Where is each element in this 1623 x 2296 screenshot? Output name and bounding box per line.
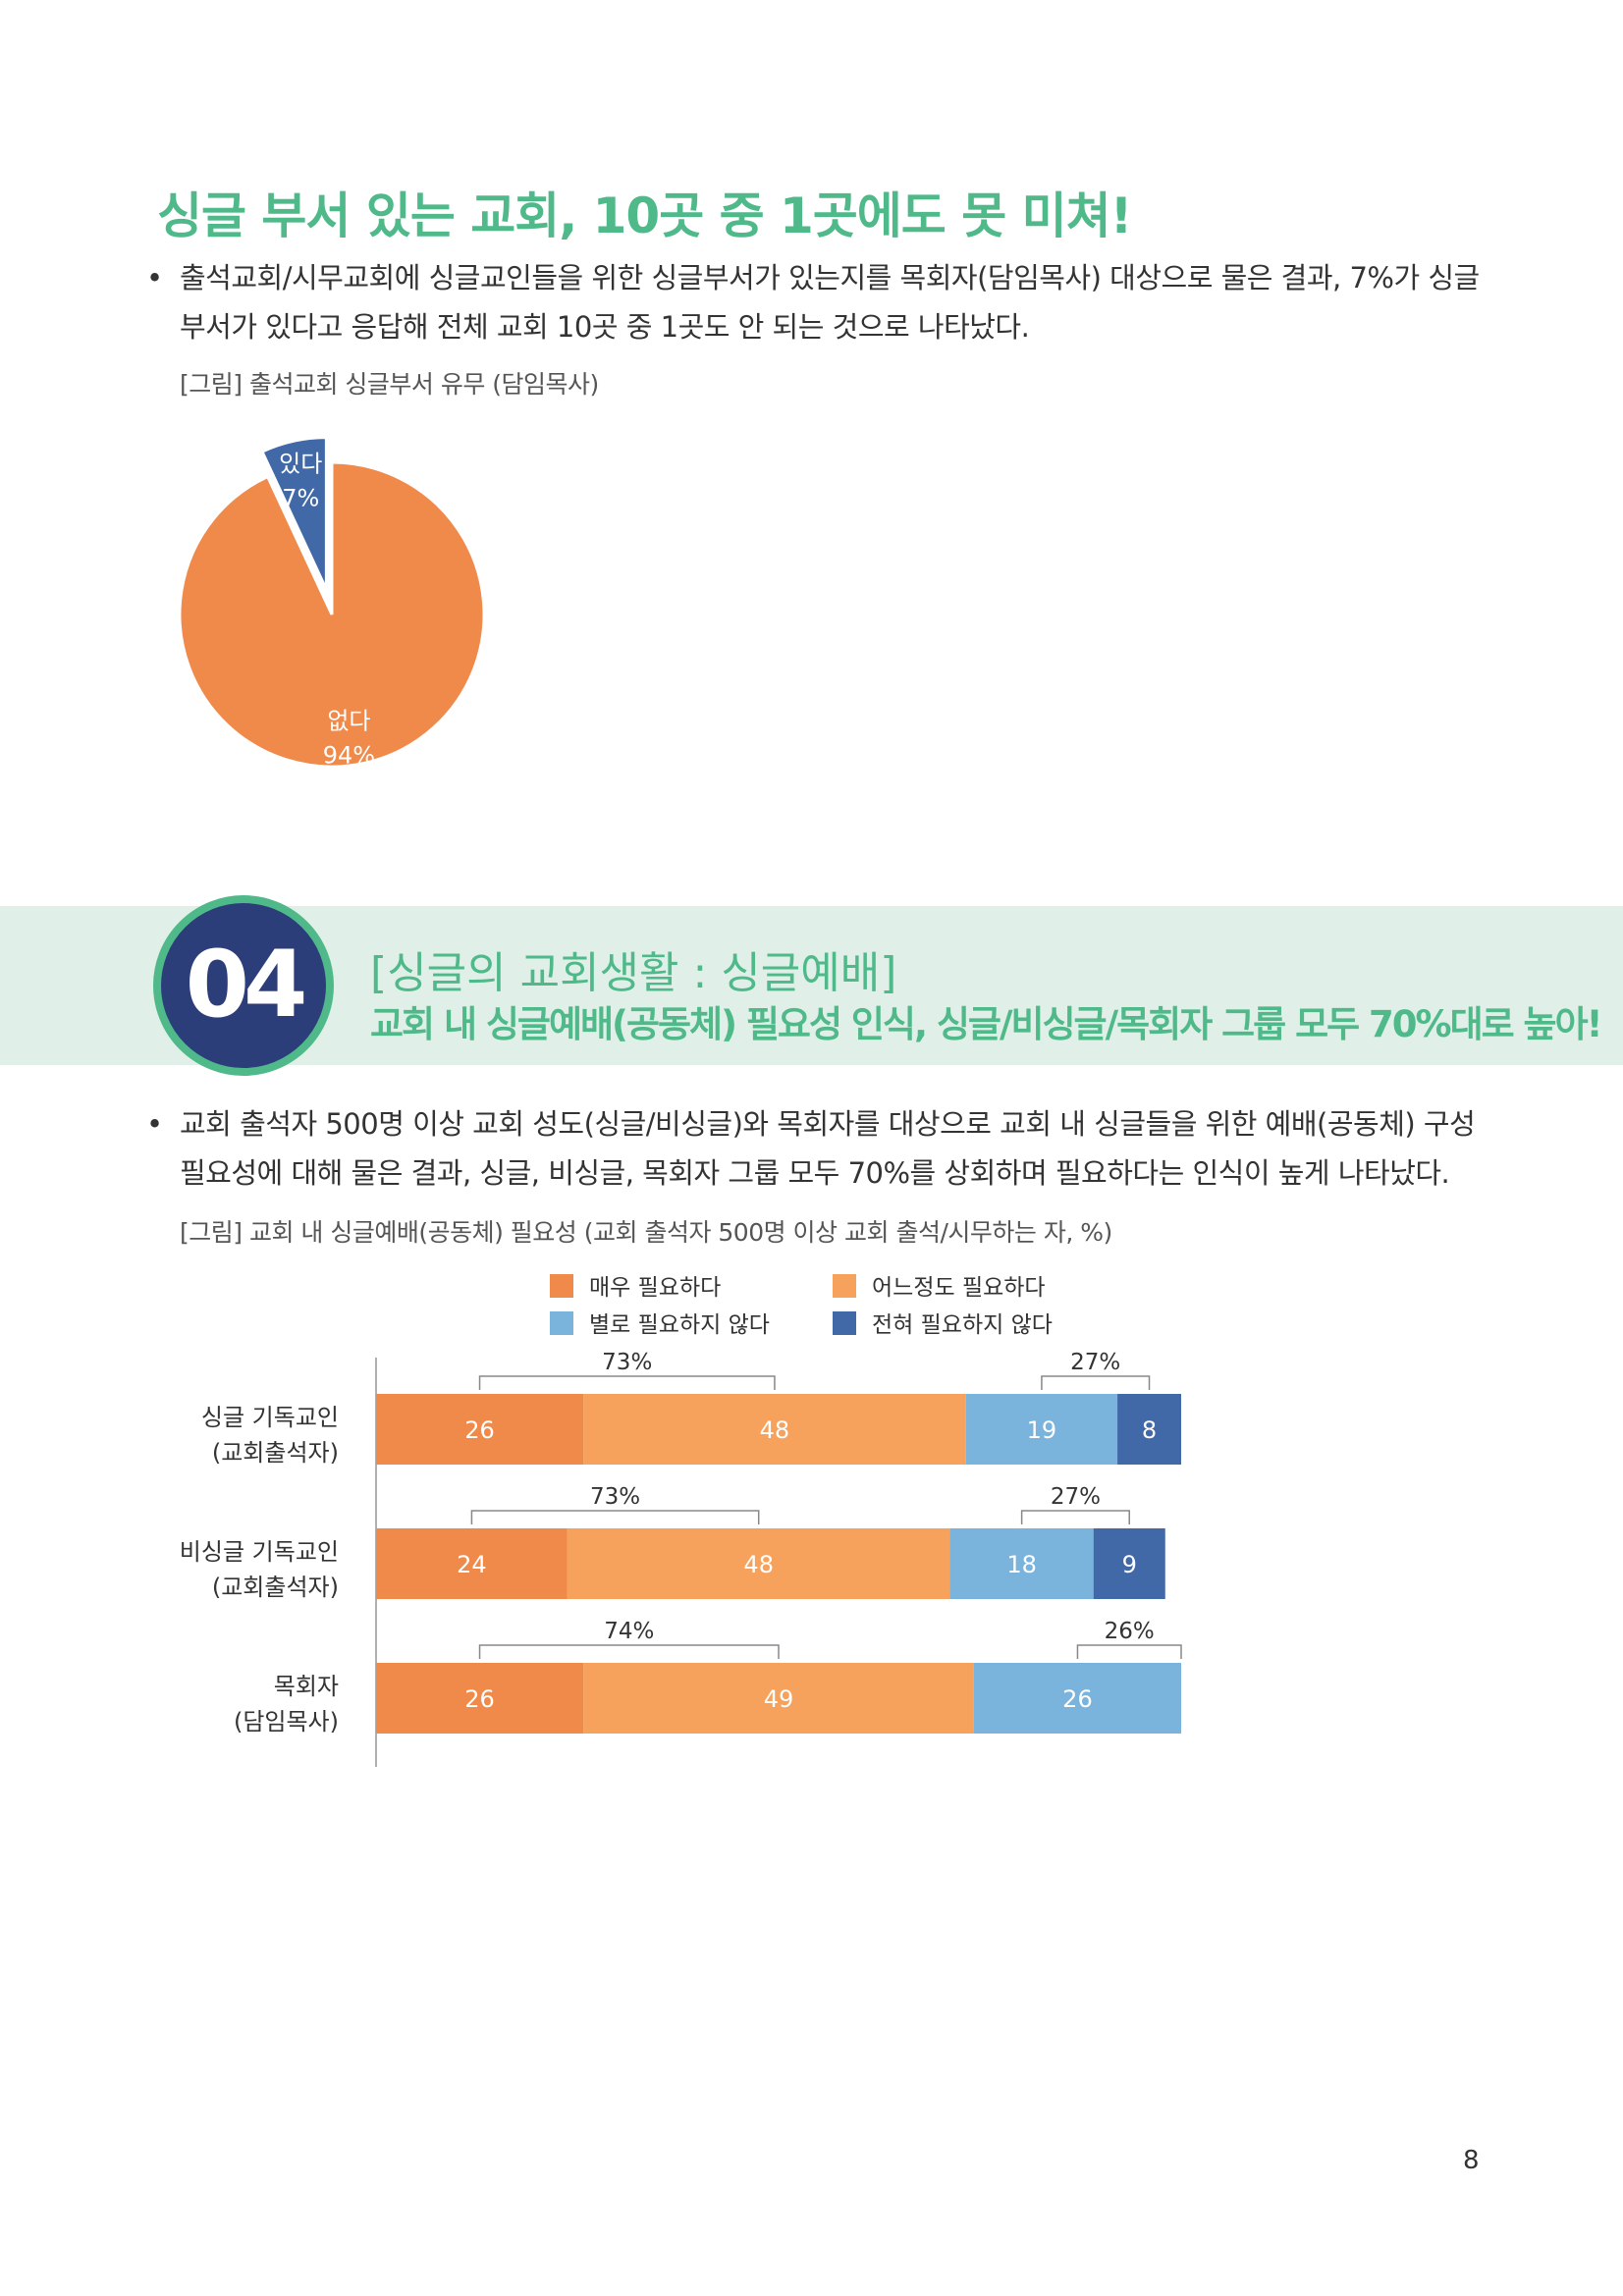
bracket-total-label: 26% bbox=[1105, 1619, 1155, 1644]
heading: 싱글 부서 있는 교회, 10곳 중 1곳에도 못 미쳐! bbox=[157, 187, 1132, 244]
bar-segment bbox=[567, 1528, 950, 1599]
paragraph-text: 교회 출석자 500명 이상 교회 성도(싱글/비싱글)와 목회자를 대상으로 … bbox=[180, 1107, 1476, 1190]
bar-segment bbox=[376, 1663, 584, 1734]
legend-label: 전혀 필요하지 않다 bbox=[872, 1312, 1053, 1338]
bracket bbox=[478, 1644, 780, 1659]
figure-caption-pie: [그림] 출석교회 싱글부서 유무 (담임목사) bbox=[180, 370, 599, 399]
bracket-total-label: 73% bbox=[602, 1350, 652, 1375]
bar-value-label: 48 bbox=[760, 1416, 790, 1444]
bracket-total-label: 27% bbox=[1051, 1484, 1101, 1510]
bar-value-label: 26 bbox=[464, 1685, 495, 1713]
bracket bbox=[1041, 1375, 1151, 1390]
legend-swatch bbox=[833, 1274, 856, 1298]
pie-chart: 있다 7% 없다 94% bbox=[178, 436, 486, 770]
bracket bbox=[478, 1375, 776, 1390]
pie-slice bbox=[178, 460, 486, 769]
section-number-badge: 04 bbox=[153, 895, 334, 1076]
bar-value-label: 18 bbox=[1006, 1551, 1037, 1578]
bullet: • bbox=[146, 1107, 163, 1141]
pie-slice-value: 7% bbox=[282, 485, 319, 512]
paragraph-text: 출석교회/시무교회에 싱글교인들을 위한 싱글부서가 있는지를 목회자(담임목사… bbox=[180, 261, 1480, 344]
section-subtitle: 교회 내 싱글예배(공동체) 필요성 인식, 싱글/비싱글/목회자 그룹 모두 … bbox=[370, 1003, 1603, 1045]
bar-segment bbox=[583, 1663, 974, 1734]
bracket-total-label: 74% bbox=[604, 1619, 654, 1644]
category-label: 싱글 기독교인 bbox=[201, 1404, 339, 1431]
bar-segment bbox=[376, 1394, 584, 1465]
paragraph-pie-intro: • 출석교회/시무교회에 싱글교인들을 위한 싱글부서가 있는지를 목회자(담임… bbox=[146, 253, 1486, 351]
bar-value-label: 24 bbox=[457, 1551, 487, 1578]
bar-segment bbox=[1093, 1528, 1165, 1599]
bar-segment bbox=[1117, 1394, 1181, 1465]
category-label: (교회출석자) bbox=[212, 1439, 339, 1467]
pie-slice bbox=[260, 436, 328, 591]
pie-slice-label: 있다 bbox=[279, 451, 322, 478]
bar-segment bbox=[973, 1663, 1181, 1734]
bar-value-label: 9 bbox=[1122, 1551, 1137, 1578]
bar-value-label: 19 bbox=[1027, 1416, 1057, 1444]
legend-swatch bbox=[550, 1311, 573, 1335]
bar-segment bbox=[583, 1394, 966, 1465]
bar-value-label: 26 bbox=[1062, 1685, 1093, 1713]
bracket-total-label: 27% bbox=[1070, 1350, 1120, 1375]
section-title: [싱글의 교회생활 : 싱글예배] bbox=[370, 948, 897, 998]
bar-value-label: 8 bbox=[1142, 1416, 1157, 1444]
legend-label: 매우 필요하다 bbox=[589, 1275, 721, 1301]
bracket bbox=[470, 1510, 760, 1524]
legend-swatch bbox=[833, 1311, 856, 1335]
bracket bbox=[1020, 1510, 1130, 1524]
pie-slice-value: 94% bbox=[323, 742, 375, 770]
category-label: 비싱글 기독교인 bbox=[180, 1538, 339, 1566]
legend-label: 별로 필요하지 않다 bbox=[589, 1312, 770, 1338]
category-label: (담임목사) bbox=[234, 1708, 339, 1735]
bar-segment bbox=[949, 1528, 1094, 1599]
bar-segment bbox=[376, 1528, 568, 1599]
bar-value-label: 26 bbox=[464, 1416, 495, 1444]
bracket-total-label: 73% bbox=[590, 1484, 640, 1510]
bar-value-label: 49 bbox=[764, 1685, 794, 1713]
page-number: 8 bbox=[1463, 2146, 1480, 2175]
pie-slice-label: 없다 bbox=[327, 708, 370, 735]
bullet: • bbox=[146, 261, 163, 294]
category-label: (교회출석자) bbox=[212, 1574, 339, 1601]
legend-label: 어느정도 필요하다 bbox=[872, 1275, 1046, 1301]
figure-caption-bar: [그림] 교회 내 싱글예배(공동체) 필요성 (교회 출석자 500명 이상 … bbox=[180, 1218, 1112, 1247]
legend-swatch bbox=[550, 1274, 573, 1298]
bar-segment bbox=[965, 1394, 1118, 1465]
paragraph-bar-intro: • 교회 출석자 500명 이상 교회 성도(싱글/비싱글)와 목회자를 대상으… bbox=[146, 1099, 1486, 1198]
bracket bbox=[1076, 1644, 1182, 1659]
category-label: 목회자 bbox=[274, 1673, 339, 1700]
bar-value-label: 48 bbox=[743, 1551, 774, 1578]
